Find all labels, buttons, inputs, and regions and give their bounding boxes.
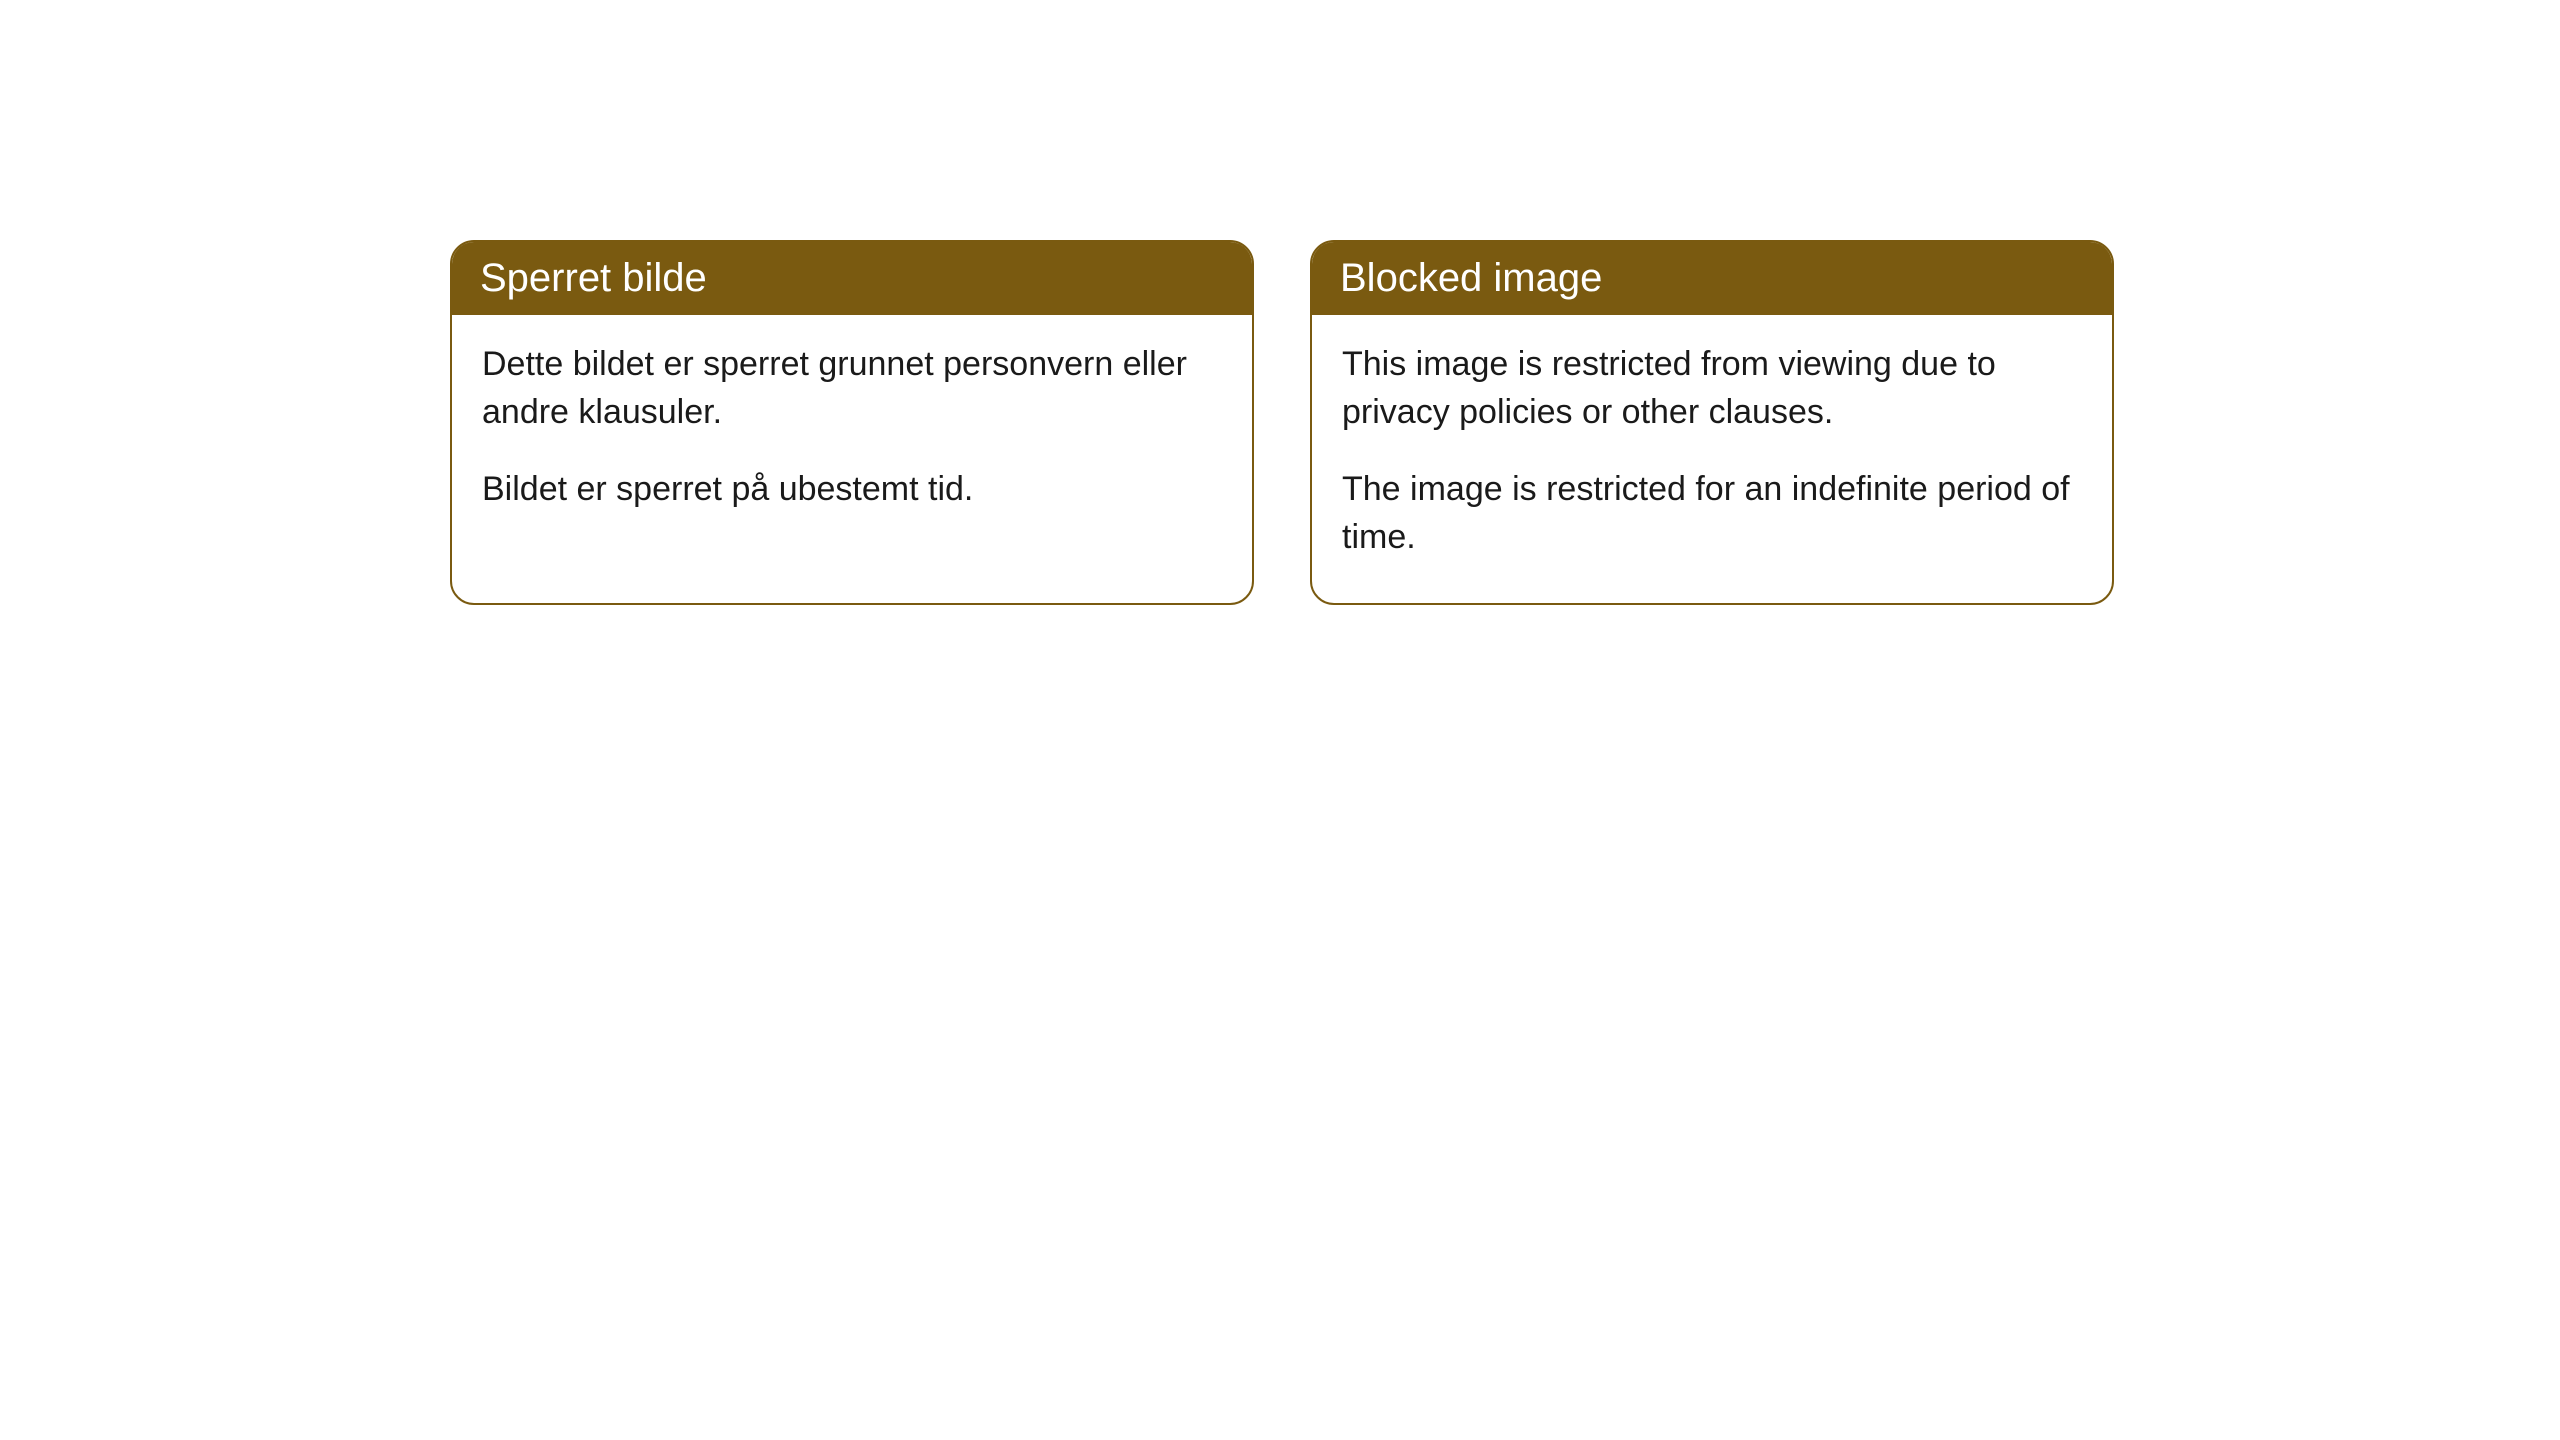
card-header-english: Blocked image	[1312, 242, 2112, 315]
card-paragraph: This image is restricted from viewing du…	[1342, 341, 2082, 436]
card-header-norwegian: Sperret bilde	[452, 242, 1252, 315]
card-title: Blocked image	[1340, 256, 1602, 300]
card-title: Sperret bilde	[480, 256, 707, 300]
card-paragraph: The image is restricted for an indefinit…	[1342, 466, 2082, 561]
notice-cards-container: Sperret bilde Dette bildet er sperret gr…	[450, 240, 2560, 605]
card-body-norwegian: Dette bildet er sperret grunnet personve…	[452, 315, 1252, 556]
card-paragraph: Bildet er sperret på ubestemt tid.	[482, 466, 1222, 514]
card-body-english: This image is restricted from viewing du…	[1312, 315, 2112, 603]
notice-card-english: Blocked image This image is restricted f…	[1310, 240, 2114, 605]
notice-card-norwegian: Sperret bilde Dette bildet er sperret gr…	[450, 240, 1254, 605]
card-paragraph: Dette bildet er sperret grunnet personve…	[482, 341, 1222, 436]
